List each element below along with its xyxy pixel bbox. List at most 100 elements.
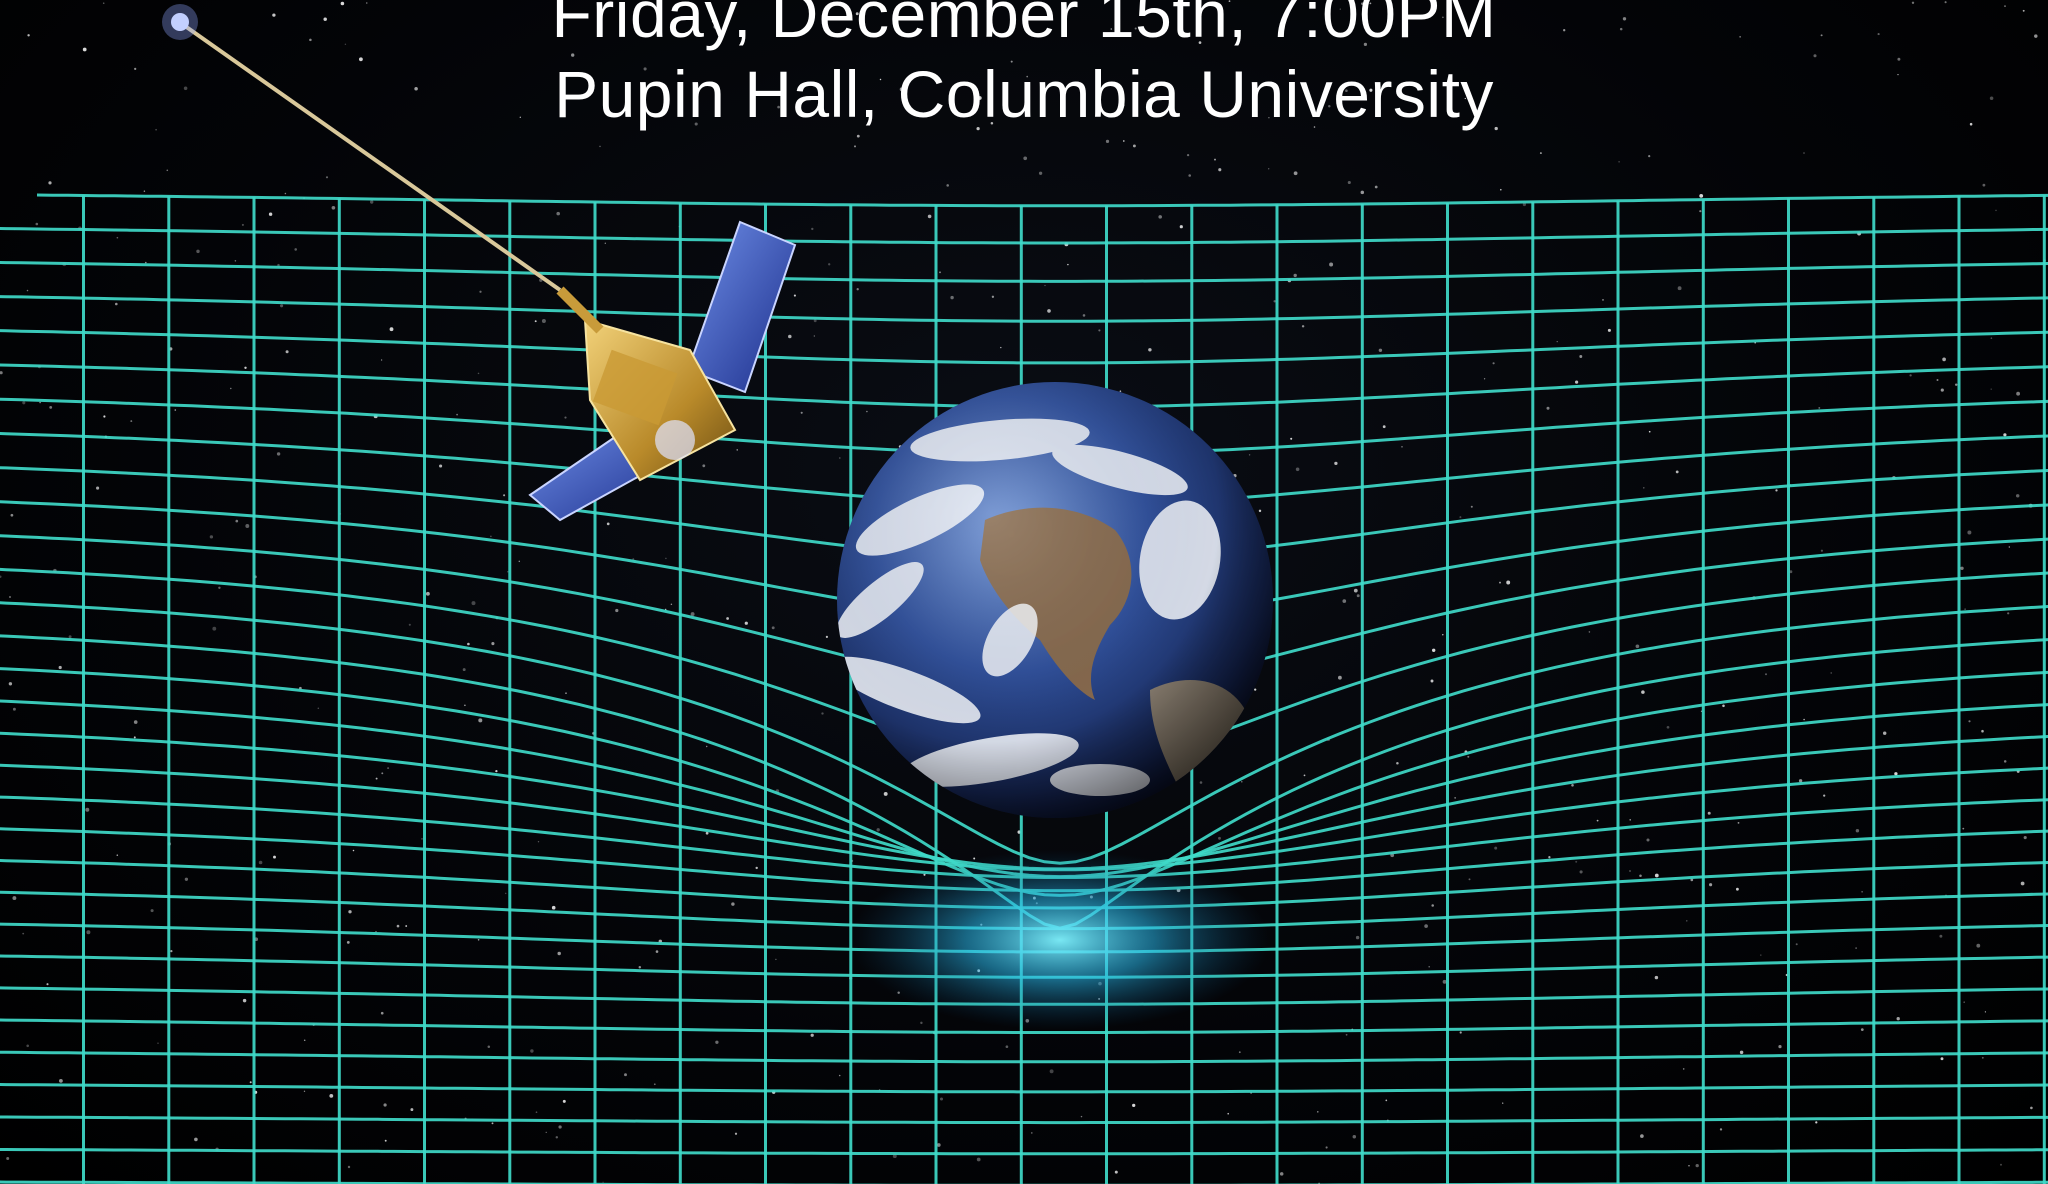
star-icon (1506, 580, 1511, 585)
star-icon (1820, 549, 1824, 552)
star-icon (986, 10, 989, 12)
star-icon (1248, 454, 1251, 456)
star-icon (1855, 829, 1860, 833)
star-icon (1648, 430, 1651, 433)
star-icon (157, 1042, 159, 1044)
star-icon (545, 1131, 547, 1134)
star-icon (1023, 156, 1028, 161)
star-icon (1338, 675, 1342, 680)
star-icon (1382, 425, 1386, 429)
star-icon (6, 1157, 10, 1160)
star-icon (347, 1165, 351, 1169)
star-icon (643, 67, 647, 71)
star-icon (1082, 314, 1086, 317)
star-icon (130, 420, 133, 423)
star-icon (46, 983, 49, 986)
star-icon (1967, 530, 1972, 535)
star-icon (329, 1093, 334, 1098)
star-icon (1347, 180, 1351, 185)
star-icon (856, 134, 860, 138)
star-icon (303, 1039, 306, 1042)
star-icon (1186, 153, 1190, 157)
star-icon (303, 1090, 306, 1092)
star-icon (676, 31, 678, 34)
star-icon (1646, 838, 1650, 842)
star-icon (86, 930, 91, 935)
star-icon (1339, 8, 1341, 10)
star-icon (277, 263, 280, 267)
star-icon (26, 289, 29, 292)
star-icon (1355, 935, 1360, 940)
star-icon (380, 359, 383, 361)
star-icon (439, 464, 443, 468)
star-icon (1334, 461, 1338, 466)
star-icon (755, 866, 758, 870)
star-icon (606, 522, 610, 526)
star-icon (26, 1044, 30, 1048)
star-icon (811, 227, 814, 231)
star-icon (562, 1099, 566, 1103)
star-icon (241, 223, 244, 226)
star-icon (976, 126, 980, 131)
star-icon (1648, 155, 1651, 158)
star-icon (273, 855, 276, 859)
star-icon (1635, 644, 1640, 649)
star-icon (1290, 437, 1293, 440)
star-icon (276, 452, 281, 456)
star-icon (1361, 2, 1364, 5)
star-icon (1258, 509, 1262, 513)
star-icon (1861, 891, 1863, 893)
star-icon (1385, 1099, 1388, 1102)
star-icon (170, 950, 173, 953)
star-icon (421, 838, 423, 840)
star-icon (116, 236, 119, 239)
star-icon (1736, 887, 1739, 891)
star-icon (383, 1103, 387, 1107)
star-icon (8, 682, 13, 686)
star-icon (2023, 836, 2027, 840)
star-icon (530, 1049, 534, 1053)
star-icon (1049, 1069, 1054, 1074)
star-icon (690, 612, 695, 617)
star-icon (503, 494, 506, 497)
star-icon (1739, 36, 1741, 38)
star-icon (775, 958, 777, 961)
star-icon (2034, 34, 2038, 38)
star-icon (464, 704, 466, 707)
star-icon (866, 410, 868, 413)
star-icon (479, 290, 482, 293)
star-icon (1677, 286, 1682, 291)
star-icon (1500, 188, 1502, 191)
star-icon (1273, 300, 1276, 303)
star-icon (22, 401, 26, 405)
star-icon (1356, 594, 1360, 598)
star-icon (920, 1021, 923, 1025)
star-icon (1345, 89, 1348, 92)
star-icon (370, 200, 374, 204)
star-icon (1431, 904, 1434, 907)
grid-line (0, 295, 2048, 323)
star-icon (615, 608, 619, 613)
earth-icon (837, 382, 1273, 818)
star-icon (234, 260, 237, 262)
star-icon (1030, 1132, 1033, 1134)
star-icon (1238, 1051, 1241, 1054)
star-icon (1279, 1172, 1284, 1176)
star-icon (1303, 774, 1306, 777)
star-icon (632, 558, 635, 561)
star-icon (268, 212, 273, 216)
star-icon (1122, 140, 1125, 142)
star-icon (1342, 599, 1347, 603)
star-icon (1067, 263, 1069, 266)
star-icon (507, 571, 509, 573)
star-icon (294, 248, 297, 251)
star-icon (258, 860, 263, 865)
star-icon (1352, 1134, 1357, 1139)
star-icon (534, 320, 537, 323)
star-icon (1105, 139, 1110, 144)
star-icon (793, 294, 796, 297)
star-icon (103, 415, 106, 418)
star-icon (1990, 337, 1993, 339)
star-icon (405, 925, 408, 927)
